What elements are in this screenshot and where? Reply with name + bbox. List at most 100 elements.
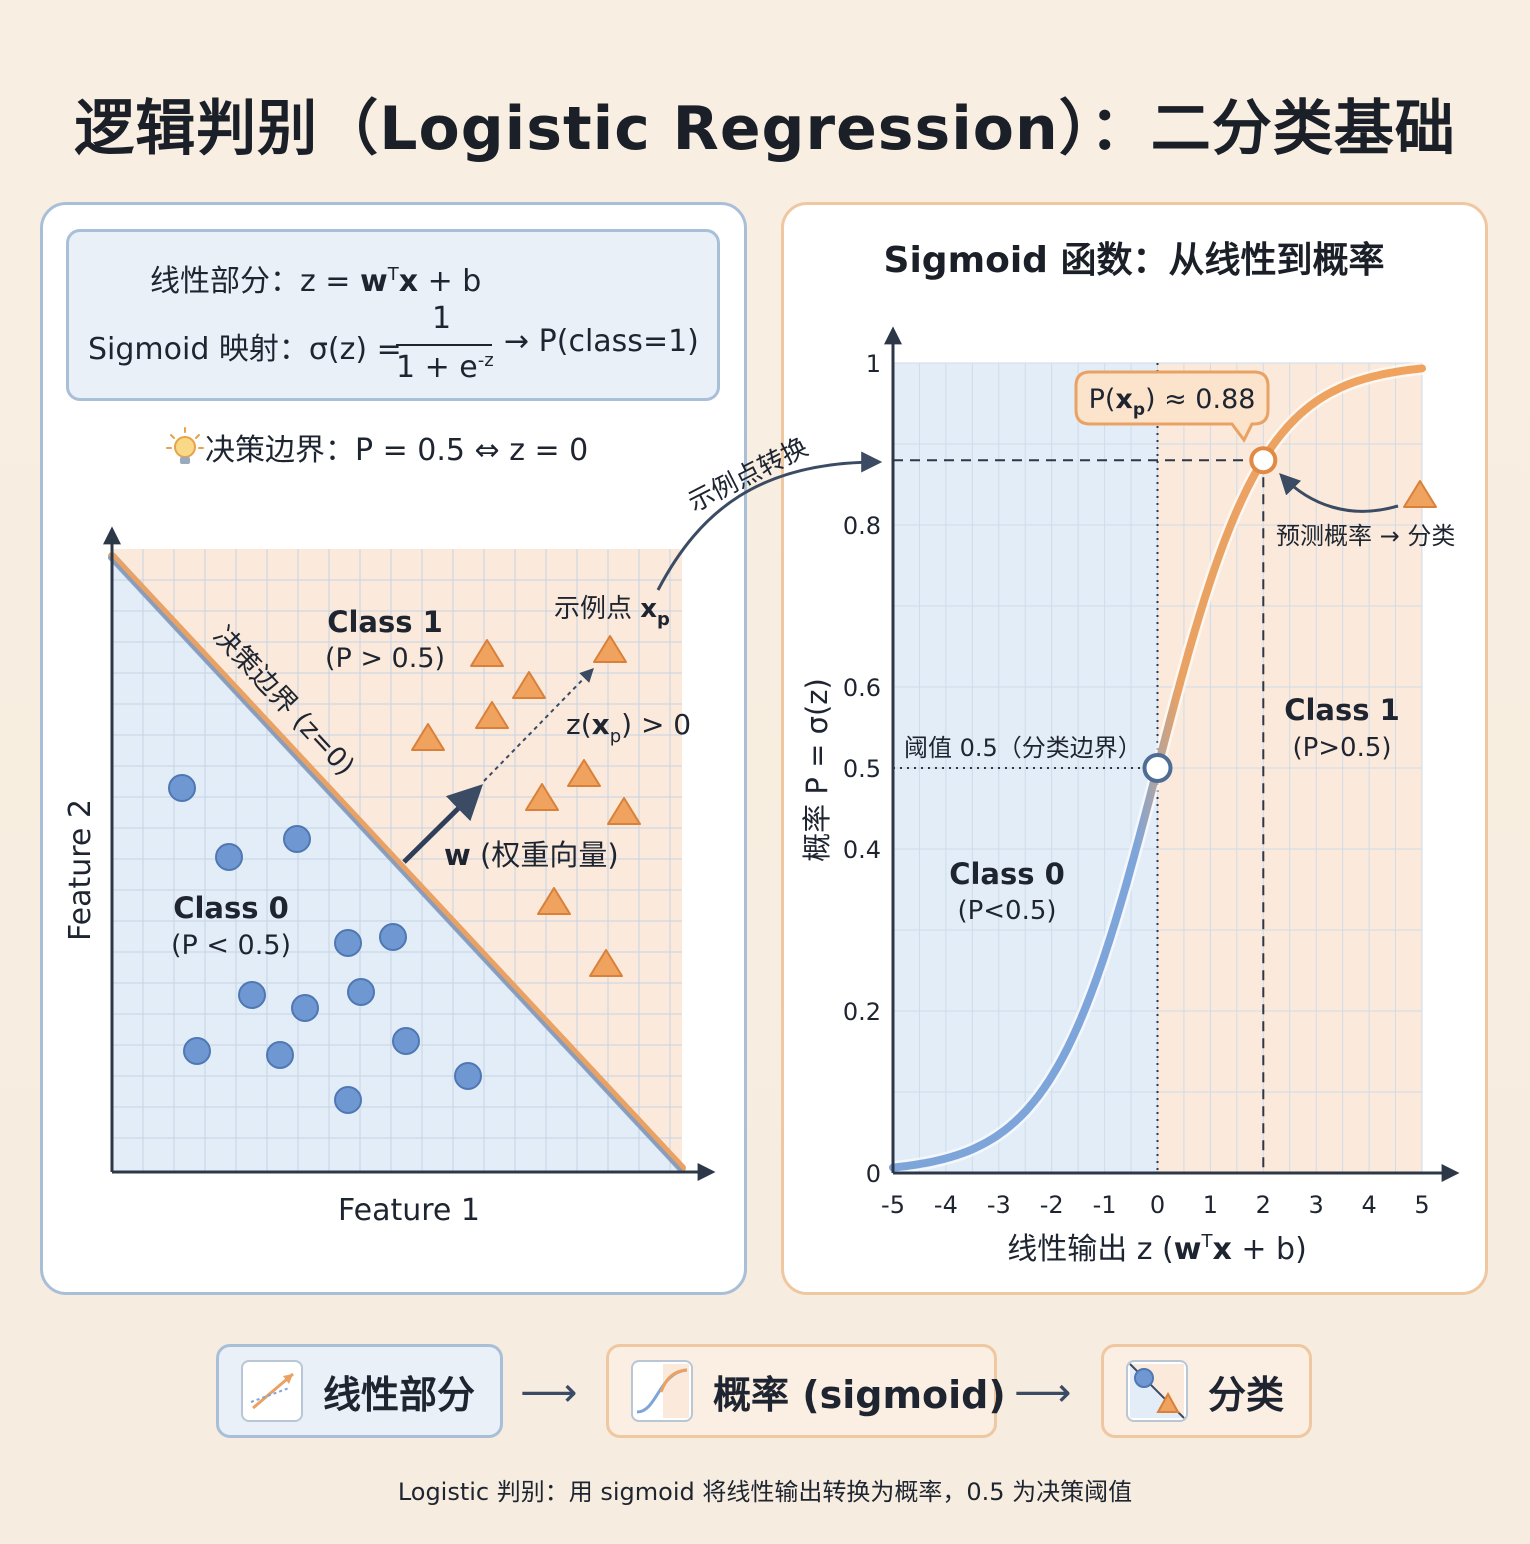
probability-axis-label: 概率 P = σ(z) [800, 678, 834, 862]
sigmoid-key-points [1142, 446, 1278, 783]
z-tick-label: 1 [1203, 1191, 1218, 1219]
linear-formula-w: w [359, 264, 388, 299]
flow-arrow-1: ⟶ [520, 1370, 578, 1416]
probability-callout: P(xp) ≈ 0.88 [1074, 370, 1270, 443]
probability-tick-label: 0.8 [843, 512, 881, 540]
sigmoid-class0-prob: (P<0.5) [957, 896, 1056, 926]
linear-formula-z: z = [300, 264, 360, 299]
z-axis-label-pre: 线性输出 z ( [1007, 1232, 1174, 1267]
class0-point [291, 994, 319, 1022]
class0-point [168, 774, 196, 802]
callout-bubble [1074, 370, 1270, 443]
probability-axis-ticks: 0 0.2 0.4 0.5 0.6 0.8 1 [843, 350, 881, 1188]
linear-formula-b: + b [418, 264, 482, 299]
sigmoid-label: Sigmoid 映射： [88, 332, 309, 367]
flow-step2-label: 概率 (sigmoid) [713, 1372, 1006, 1417]
sigmoid-rhs: → P(class=1) [504, 324, 699, 359]
callout-text: P(xp) ≈ 0.88 [1089, 384, 1256, 420]
probability-tick-label: 0.5 [843, 755, 881, 783]
z-tick-label: 4 [1361, 1191, 1376, 1219]
probability-tick-label: 0.6 [843, 674, 881, 702]
sigmoid-lhs: σ(z) = [308, 332, 402, 367]
probability-tick-label: 0 [866, 1160, 881, 1188]
callout-pre: P( [1089, 384, 1116, 415]
example-point-label: 示例点 xp [554, 594, 670, 630]
formula-box [66, 229, 720, 401]
z-tick-label: -1 [1093, 1191, 1117, 1219]
class1-point [567, 759, 601, 787]
class0-point [334, 929, 362, 957]
z-tick-label: -5 [881, 1191, 905, 1219]
flow-step-linear: 线性部分 [216, 1344, 503, 1438]
linear-formula-x: x [398, 264, 419, 299]
predict-arrow [1279, 472, 1399, 513]
transform-arrow [656, 451, 883, 591]
feature-grid [112, 549, 682, 1171]
example-label-sub: p [657, 609, 670, 630]
predicted-class1-marker [1403, 480, 1437, 508]
linear-formula-sup: T [387, 264, 399, 285]
threshold-point [1142, 753, 1173, 783]
z-axis-ticks: -5 -4 -3 -2 -1 0 1 2 3 4 5 [881, 1191, 1430, 1219]
linear-formula-label: 线性部分： [150, 264, 300, 299]
z-axis-label-w: w [1174, 1232, 1202, 1267]
class0-point [283, 825, 311, 853]
flow-step-sigmoid: 概率 (sigmoid) [606, 1344, 1006, 1438]
decision-boundary-note: 决策边界：P = 0.5 ⇔ z = 0 [165, 425, 588, 478]
class1-prob: (P > 0.5) [325, 643, 445, 674]
class1-name: Class 1 [327, 605, 443, 639]
example-point-xp [593, 635, 627, 663]
z-label-sub: p [610, 726, 621, 747]
class1-point [607, 797, 641, 825]
z-positive-label: z(xp) > 0 [566, 708, 691, 747]
example-label-text: 示例点 [554, 594, 640, 624]
class0-point [334, 1086, 362, 1114]
page-title: 逻辑判别（Logistic Regression）：二分类基础 [74, 94, 1456, 164]
class0-point [379, 923, 407, 951]
lightbulb-icon [165, 426, 205, 478]
feature-space-plot: Feature 1 Feature 2 决策边界 (z=0) Class 1 (… [63, 432, 883, 1228]
transform-label: 示例点转换 [684, 432, 813, 518]
z-label-x: x [592, 708, 610, 741]
weight-label-text: (权重向量) [471, 838, 619, 872]
sigmoid-numerator: 1 [432, 301, 452, 336]
callout-sub: p [1133, 400, 1145, 420]
class0-point [215, 843, 243, 871]
z-axis-label-x: x [1212, 1232, 1231, 1267]
z-tick-label: 5 [1414, 1191, 1429, 1219]
fraction-bar [396, 344, 492, 346]
z-tick-label: 2 [1256, 1191, 1271, 1219]
threshold-label: 阈值 0.5（分类边界） [904, 734, 1142, 762]
class1-point [475, 701, 509, 729]
class1-point [537, 887, 571, 915]
class0-points [168, 774, 482, 1114]
class0-point [238, 981, 266, 1009]
class1-point [589, 949, 623, 977]
class0-name: Class 0 [173, 891, 289, 925]
sigmoid-den-exp: -z [477, 350, 494, 371]
probability-tick-label: 1 [866, 350, 881, 378]
linear-trend-icon [241, 1360, 303, 1422]
sigmoid-grid [893, 362, 1423, 1173]
sigmoid-formula-label: Sigmoid 映射：σ(z) = [88, 324, 402, 368]
flow-arrow-2: ⟶ [1014, 1370, 1072, 1416]
z-tick-label: -3 [987, 1191, 1011, 1219]
z-tick-label: 3 [1309, 1191, 1324, 1219]
example-label-x: x [640, 594, 657, 624]
z-tick-label: -2 [1040, 1191, 1064, 1219]
sigmoid-den-base: 1 + e [396, 350, 478, 385]
class0-point [183, 1037, 211, 1065]
z-axis-label-sup: T [1200, 1231, 1213, 1252]
sigmoid-chart: -5 -4 -3 -2 -1 0 1 2 3 4 5 0 0.2 0.4 0.5 0.6 0.8 1 [843, 326, 1460, 1219]
example-probability-point [1249, 446, 1278, 475]
class0-prob: (P < 0.5) [171, 930, 291, 961]
z-label-post: ) > 0 [621, 708, 691, 741]
class1-point [525, 783, 559, 811]
callout-x: x [1115, 384, 1132, 415]
class0-point [392, 1027, 420, 1055]
caption: Logistic 判别：用 sigmoid 将线性输出转换为概率，0.5 为决策… [397, 1478, 1133, 1506]
sigmoid-guides [893, 363, 1265, 1173]
weight-label: w (权重向量) [444, 838, 619, 872]
sigmoid-class0-name: Class 0 [949, 857, 1065, 891]
predict-label: 预测概率 → 分类 [1276, 522, 1455, 550]
